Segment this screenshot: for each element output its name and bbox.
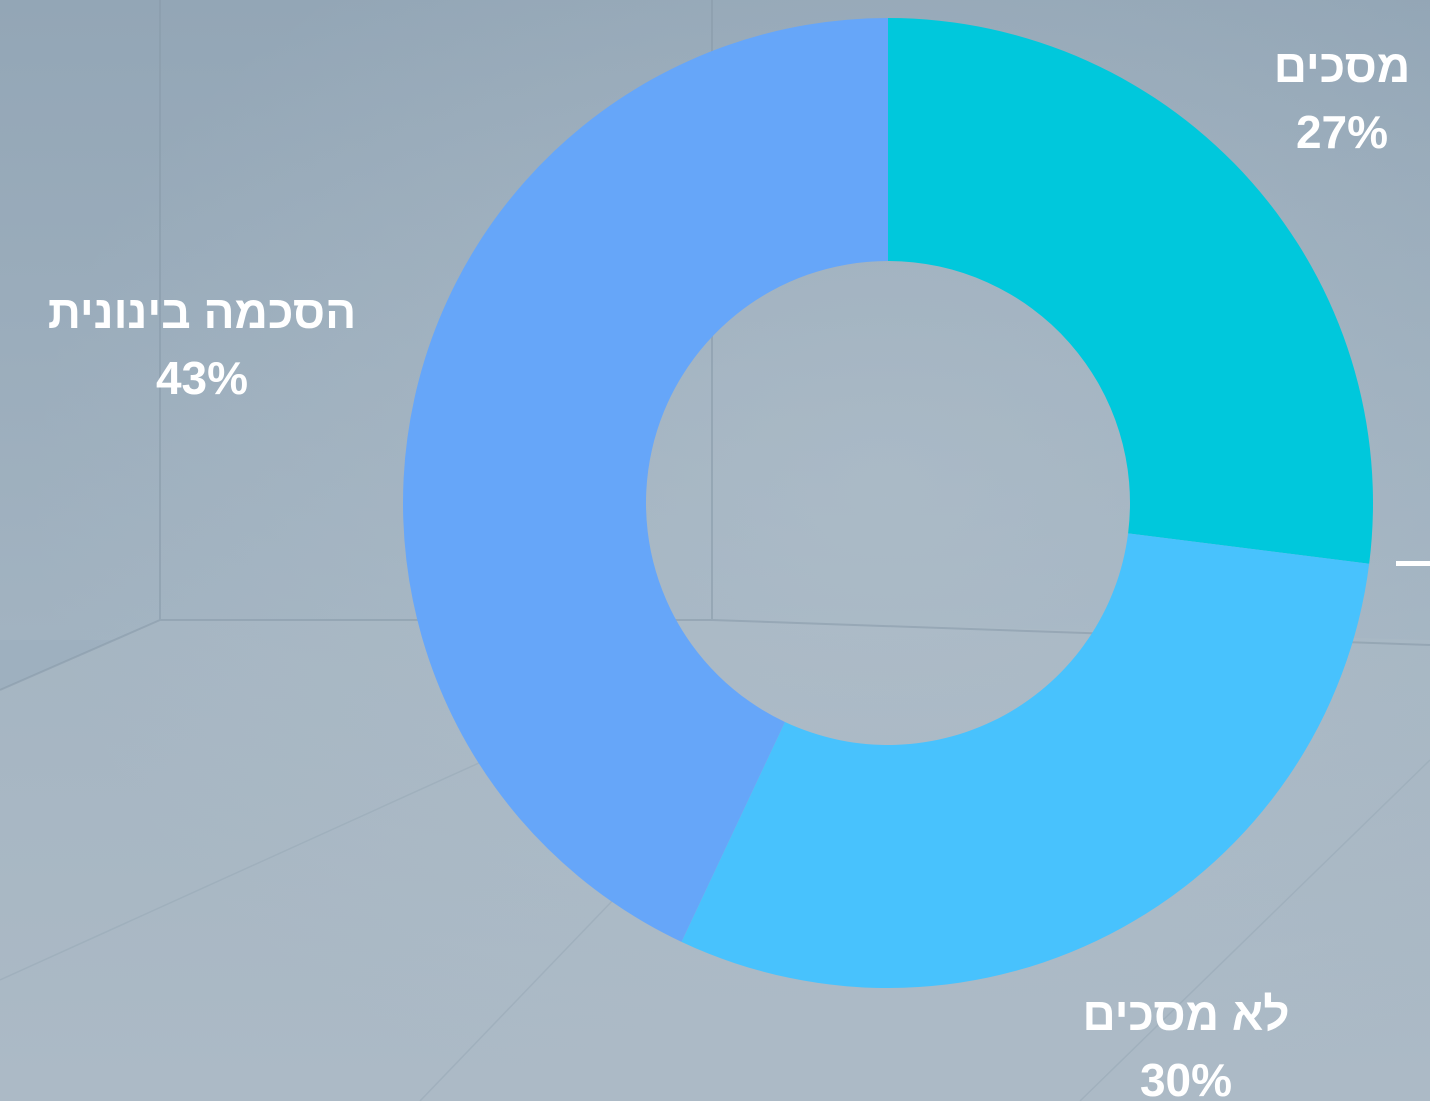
donut-slice bbox=[681, 533, 1370, 988]
slice-label: לא מסכים bbox=[1082, 988, 1289, 1040]
donut-slice bbox=[888, 18, 1373, 564]
slice-labels: מסכים 27% לא מסכים 30% הסכמה בינונית 43% bbox=[48, 40, 1410, 1101]
donut-slice bbox=[402, 18, 888, 942]
slice-value-label: 27% bbox=[1296, 106, 1388, 158]
slice-value-label: 43% bbox=[156, 352, 248, 404]
slice-label: הסכמה בינונית bbox=[48, 286, 356, 338]
dash-mark bbox=[1396, 561, 1430, 566]
slice-value-label: 30% bbox=[1140, 1054, 1232, 1101]
donut-slices bbox=[402, 18, 1373, 988]
slice-label: מסכים bbox=[1274, 40, 1411, 92]
